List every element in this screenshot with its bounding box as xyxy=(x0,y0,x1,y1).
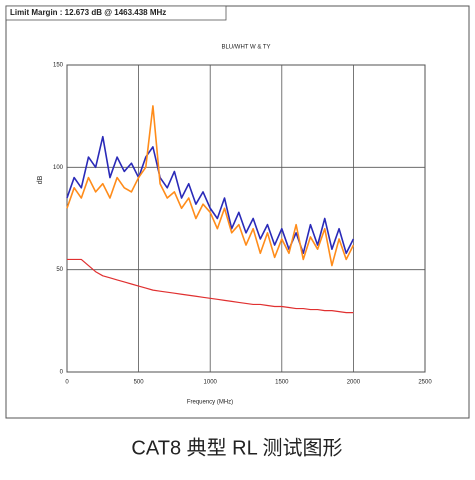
header: Limit Margin : 12.673 dB @ 1463.438 MHz xyxy=(10,8,166,17)
chart-title: BLU/WHT W & TY xyxy=(221,45,270,51)
y-tick-label: 100 xyxy=(53,165,64,171)
x-tick-label: 0 xyxy=(65,380,69,386)
x-tick-label: 1000 xyxy=(204,380,218,386)
series-line xyxy=(66,135,355,255)
caption: CAT8 典型 RL 测试图形 xyxy=(131,436,342,459)
x-tick-label: 1500 xyxy=(275,380,289,386)
series-line xyxy=(66,105,355,267)
x-axis-label: Frequency (MHz) xyxy=(187,400,233,406)
plot-area xyxy=(66,64,426,373)
header-box xyxy=(5,5,227,21)
y-axis-label: dB xyxy=(37,175,44,184)
x-tick-label: 2000 xyxy=(347,380,361,386)
series-line xyxy=(67,258,354,314)
y-tick-label: 150 xyxy=(53,63,64,69)
y-tick-label: 0 xyxy=(60,370,64,376)
y-tick-label: 50 xyxy=(56,267,63,273)
x-tick-label: 500 xyxy=(134,380,145,386)
x-tick-label: 2500 xyxy=(418,380,432,386)
